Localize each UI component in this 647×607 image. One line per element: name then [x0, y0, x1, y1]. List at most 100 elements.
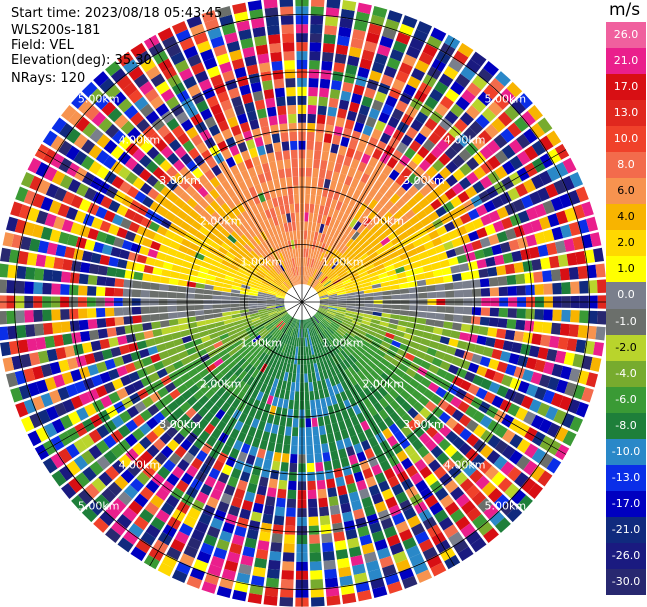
velocity-gate [143, 264, 154, 274]
velocity-gate [488, 317, 499, 327]
velocity-gate [389, 411, 401, 423]
velocity-gate [219, 61, 233, 74]
velocity-gate [337, 304, 347, 308]
velocity-gate [269, 313, 279, 319]
velocity-gate [390, 309, 401, 315]
velocity-gate [200, 48, 215, 62]
velocity-gate [258, 310, 268, 315]
velocity-gate [193, 32, 209, 45]
velocity-gate [266, 198, 274, 209]
velocity-gate [264, 209, 272, 220]
velocity-gate [589, 357, 602, 372]
velocity-gate [133, 359, 145, 370]
velocity-gate [250, 17, 265, 29]
velocity-gate [236, 213, 246, 224]
velocity-gate [213, 312, 223, 318]
velocity-gate [436, 306, 446, 313]
velocity-gate [108, 200, 121, 213]
velocity-gate [426, 285, 436, 292]
velocity-gate [284, 534, 295, 544]
velocity-gate [160, 186, 173, 198]
velocity-gate [261, 353, 269, 363]
velocity-gate [424, 96, 439, 110]
velocity-gate [157, 124, 171, 138]
velocity-gate [376, 329, 387, 336]
velocity-gate [506, 506, 523, 523]
velocity-gate [340, 245, 349, 255]
velocity-gate [397, 277, 408, 284]
velocity-gate [240, 312, 250, 317]
velocity-gate [418, 197, 430, 209]
velocity-gate [335, 285, 345, 290]
velocity-gate [71, 93, 87, 109]
velocity-gate [203, 289, 214, 295]
velocity-gate [264, 143, 274, 154]
velocity-gate [434, 350, 446, 360]
velocity-gate [321, 60, 333, 71]
velocity-gate [279, 286, 288, 293]
velocity-gate [416, 279, 427, 287]
velocity-gate [244, 537, 257, 549]
velocity-gate [323, 280, 332, 287]
velocity-gate [387, 581, 403, 594]
velocity-gate [284, 280, 292, 289]
velocity-gate [117, 166, 131, 180]
range-ring-label: 4.00km [119, 133, 161, 146]
velocity-gate [466, 171, 479, 185]
velocity-gate [279, 123, 288, 134]
velocity-gate [304, 400, 310, 410]
velocity-gate [252, 26, 266, 38]
velocity-gate [497, 477, 513, 493]
velocity-gate [554, 426, 569, 443]
velocity-gate [234, 240, 244, 250]
velocity-gate [286, 381, 292, 391]
velocity-gate [187, 368, 199, 378]
velocity-gate [399, 282, 409, 289]
velocity-gate [391, 304, 401, 310]
azimuth-spoke [301, 301, 455, 567]
velocity-gate [358, 202, 368, 214]
velocity-gate [20, 236, 32, 251]
velocity-gate [328, 295, 338, 299]
velocity-gate [416, 209, 428, 221]
velocity-gate [221, 568, 237, 581]
velocity-gate [238, 180, 248, 192]
velocity-gate [302, 275, 304, 285]
velocity-gate [309, 60, 320, 70]
velocity-gate [378, 206, 388, 218]
velocity-gate [125, 448, 139, 462]
velocity-gate [285, 78, 296, 88]
velocity-gate [187, 507, 201, 520]
velocity-gate [420, 360, 432, 370]
velocity-gate [130, 478, 145, 493]
velocity-gate [202, 358, 214, 368]
velocity-gate [213, 236, 224, 246]
velocity-gate [237, 329, 247, 336]
velocity-gate [234, 323, 244, 330]
velocity-gate [491, 471, 506, 487]
velocity-gate [593, 341, 604, 357]
velocity-gate [265, 97, 276, 108]
velocity-gate [119, 410, 132, 424]
velocity-gate [35, 161, 50, 178]
velocity-gate [252, 334, 261, 343]
velocity-gate [229, 542, 243, 555]
velocity-gate [99, 338, 111, 350]
velocity-gate [279, 285, 288, 292]
velocity-gate [344, 388, 353, 399]
velocity-gate [71, 332, 82, 344]
velocity-gate [336, 329, 345, 337]
velocity-gate [155, 103, 170, 117]
velocity-gate [90, 252, 102, 264]
velocity-gate [371, 464, 383, 476]
velocity-gate [276, 341, 283, 351]
velocity-gate [58, 465, 74, 482]
velocity-gate [432, 327, 443, 335]
velocity-gate [317, 105, 327, 116]
velocity-gate [475, 475, 490, 490]
velocity-gate [266, 295, 276, 299]
velocity-gate [141, 281, 151, 290]
velocity-gate [229, 333, 239, 341]
velocity-gate [94, 494, 110, 510]
velocity-gate [359, 133, 370, 145]
